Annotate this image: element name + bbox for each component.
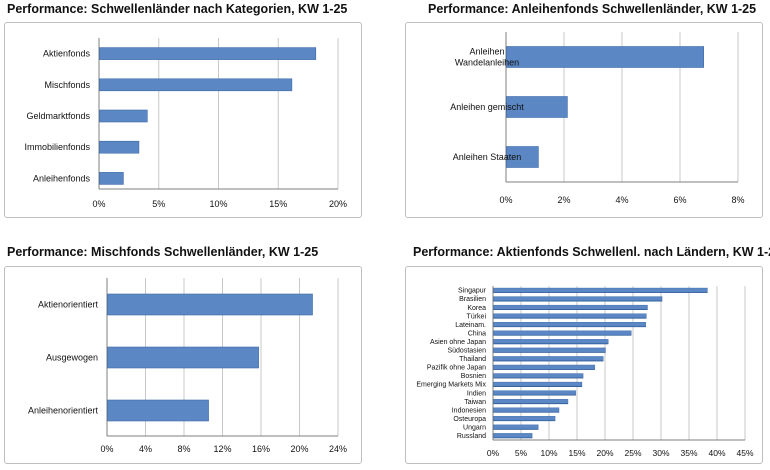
chart4-tick-label: 15% <box>568 448 585 458</box>
chart2-category-label: Anleihen Staaten <box>453 152 522 162</box>
chart4-category-label: Südostasien <box>447 348 486 355</box>
chart3-category-label: Ausgewogen <box>46 353 98 363</box>
chart4-category-label: Emerging Markets Mix <box>416 382 486 389</box>
chart4-bar <box>493 364 596 370</box>
chart4-bar <box>493 339 609 345</box>
chart1-category-label: Mischfonds <box>44 80 90 90</box>
chart4-bar <box>493 398 569 404</box>
chart4-category-label: Brasilien <box>459 296 486 303</box>
chart4-category-label: Korea <box>467 305 486 312</box>
chart4-category-label: Bosnien <box>461 373 486 380</box>
chart4-tick-label: 45% <box>736 448 753 458</box>
chart4-bar <box>493 390 577 396</box>
chart2-bar <box>506 146 539 168</box>
chart4-category-label: Singapur <box>458 288 487 295</box>
chart3-tick-label: 16% <box>252 444 270 454</box>
chart1-bar <box>99 140 140 154</box>
chart4-category-label: Indien <box>467 390 486 397</box>
chart4-category-label: Thailand <box>459 356 486 363</box>
chart3-tick-label: 12% <box>213 444 231 454</box>
chart4-bar <box>493 304 648 310</box>
chart4-tick-label: 25% <box>624 448 641 458</box>
chart1-category-label: Aktienfonds <box>43 49 91 59</box>
chart4-bar <box>493 296 663 302</box>
chart2-category-label: Wandelanleihen <box>455 58 519 68</box>
chart3-category-label: Aktienorientiert <box>38 300 99 310</box>
chart1-bar <box>99 47 317 60</box>
chart1-category-label: Anleihenfonds <box>33 173 91 183</box>
chart2-bar <box>506 46 704 68</box>
chart1-tick-label: 5% <box>152 199 165 209</box>
chart4-tick-label: 5% <box>515 448 528 458</box>
chart1-tick-label: 10% <box>209 199 227 209</box>
chart4-bar <box>493 287 708 293</box>
chart4-bar <box>493 433 533 439</box>
chart2-bar <box>506 96 568 118</box>
chart1-category-label: Geldmarktfonds <box>26 111 90 121</box>
chart4-category-label: Ungarn <box>463 424 486 431</box>
chart1-tick-label: 0% <box>92 199 105 209</box>
chart1-category-label: Immobilienfonds <box>24 142 90 152</box>
chart4-tick-label: 35% <box>680 448 697 458</box>
chart4-bar <box>493 322 647 327</box>
chart3-tick-label: 24% <box>329 444 347 454</box>
chart4-bar <box>493 381 583 387</box>
chart4-bar <box>493 347 606 353</box>
chart4-tick-label: 20% <box>596 448 613 458</box>
chart4-category-label: Osteuropa <box>453 416 486 423</box>
chart4-category-label: Türkei <box>467 313 487 320</box>
chart2-tick-label: 8% <box>731 195 744 205</box>
chart2-category-label: Anleihen gemischt <box>450 102 524 112</box>
chart4-category-label: China <box>468 330 486 337</box>
chart1-bar <box>99 78 293 92</box>
chart1-bar <box>99 172 124 185</box>
chart4-bar <box>493 356 604 362</box>
chart4-bar <box>493 424 539 430</box>
chart4-category-label: Indonesien <box>452 407 486 414</box>
chart1-tick-label: 15% <box>269 199 287 209</box>
chart3-title: Performance: Mischfonds Schwellenländer,… <box>7 245 319 259</box>
chart2-title: Performance: Anleihenfonds Schwellenländ… <box>428 2 757 16</box>
chart4-tick-label: 30% <box>652 448 669 458</box>
chart4-category-label: Pazifik ohne Japan <box>427 365 486 372</box>
chart4-tick-label: 10% <box>540 448 557 458</box>
chart4-title: Performance: Aktienfonds Schwellenl. nac… <box>413 245 770 259</box>
chart4-category-label: Russland <box>457 433 486 440</box>
chart3-bar <box>107 399 209 422</box>
chart3-bar <box>107 293 313 316</box>
chart4-bar <box>493 313 647 319</box>
chart3-tick-label: 4% <box>139 444 152 454</box>
chart2-tick-label: 6% <box>673 195 686 205</box>
chart1-bar <box>99 109 148 123</box>
chart4-category-label: Asien ohne Japan <box>430 339 486 346</box>
chart3-tick-label: 8% <box>177 444 190 454</box>
chart4-bar <box>493 330 632 336</box>
chart4-bar <box>493 373 584 379</box>
chart3-category-label: Anleihenorientiert <box>28 406 99 416</box>
chart4-category-label: Lateinam. <box>455 322 486 329</box>
chart4-bar <box>493 416 556 421</box>
chart4-category-label: Taiwan <box>464 399 486 406</box>
chart4-tick-label: 40% <box>708 448 725 458</box>
chart2-tick-label: 4% <box>615 195 628 205</box>
chart4-bar <box>493 407 560 413</box>
chart3-tick-label: 0% <box>100 444 113 454</box>
chart1-tick-label: 20% <box>329 199 347 209</box>
chart3-tick-label: 20% <box>290 444 308 454</box>
chart2-tick-label: 0% <box>499 195 512 205</box>
chart1-title: Performance: Schwellenländer nach Katego… <box>7 2 348 16</box>
chart2-category-label: Anleihen <box>469 47 504 57</box>
chart2-tick-label: 2% <box>557 195 570 205</box>
chart3-bar <box>107 346 259 369</box>
chart4-tick-label: 0% <box>487 448 500 458</box>
